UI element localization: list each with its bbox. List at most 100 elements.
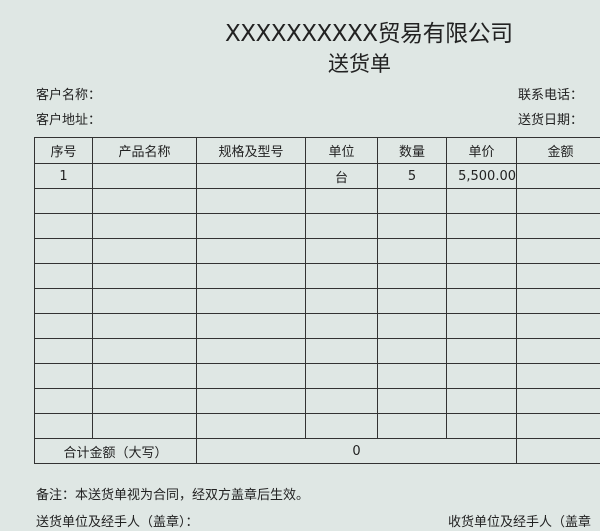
table-cell[interactable] <box>34 413 93 439</box>
table-row <box>34 363 600 389</box>
table-cell[interactable] <box>196 188 306 214</box>
customer-address-label: 客户地址： <box>36 113 102 128</box>
table-cell[interactable] <box>92 388 197 414</box>
table-cell[interactable] <box>34 188 93 214</box>
table-cell[interactable] <box>196 163 306 189</box>
table-cell[interactable] <box>516 338 600 364</box>
table-cell[interactable] <box>92 413 197 439</box>
table-cell[interactable] <box>305 338 378 364</box>
table-cell[interactable]: 台 <box>305 163 378 189</box>
table-cell[interactable] <box>92 163 197 189</box>
table-cell[interactable] <box>377 413 447 439</box>
table-cell[interactable] <box>516 363 600 389</box>
table-cell[interactable] <box>446 363 517 389</box>
table-cell[interactable] <box>305 313 378 339</box>
table-row: 1 台 5 5,500.00 <box>34 163 600 189</box>
table-cell[interactable] <box>196 288 306 314</box>
table-cell[interactable] <box>196 413 306 439</box>
table-cell[interactable] <box>34 288 93 314</box>
table-row <box>34 338 600 364</box>
customer-name-label: 客户名称： <box>36 88 102 103</box>
table-cell[interactable]: 5,500.00 <box>446 163 517 189</box>
table-cell[interactable] <box>34 238 93 264</box>
table-cell[interactable] <box>92 238 197 264</box>
table-cell[interactable] <box>92 263 197 289</box>
table-cell[interactable] <box>305 413 378 439</box>
table-cell[interactable] <box>377 388 447 414</box>
table-cell[interactable] <box>305 363 378 389</box>
table-cell[interactable] <box>92 313 197 339</box>
table-cell[interactable] <box>516 288 600 314</box>
table-cell[interactable] <box>516 388 600 414</box>
table-cell[interactable] <box>196 213 306 239</box>
table-cell[interactable] <box>34 363 93 389</box>
table-cell[interactable] <box>446 388 517 414</box>
table-header-row: 序号 产品名称 规格及型号 单位 数量 单价 金额 <box>34 137 600 164</box>
table-cell[interactable] <box>516 238 600 264</box>
table-cell[interactable]: 5 <box>377 163 447 189</box>
table-cell[interactable] <box>34 388 93 414</box>
column-header: 金额 <box>516 137 600 164</box>
table-cell[interactable] <box>34 338 93 364</box>
table-cell[interactable] <box>377 313 447 339</box>
table-cell[interactable] <box>446 338 517 364</box>
table-cell[interactable] <box>516 163 600 189</box>
table-cell[interactable] <box>446 263 517 289</box>
table-cell[interactable] <box>305 188 378 214</box>
table-cell[interactable] <box>377 213 447 239</box>
total-value[interactable]: 0 <box>196 438 517 464</box>
table-cell[interactable] <box>34 213 93 239</box>
table-cell[interactable] <box>377 188 447 214</box>
table-cell[interactable] <box>446 188 517 214</box>
table-row <box>34 213 600 239</box>
table-cell[interactable] <box>377 363 447 389</box>
table-cell[interactable] <box>196 363 306 389</box>
table-row <box>34 288 600 314</box>
table-cell[interactable] <box>446 413 517 439</box>
table-cell[interactable] <box>446 213 517 239</box>
table-cell[interactable] <box>516 263 600 289</box>
table-cell[interactable] <box>305 213 378 239</box>
total-amount[interactable] <box>516 438 600 464</box>
table-cell[interactable] <box>377 238 447 264</box>
table-cell[interactable] <box>34 263 93 289</box>
column-header: 单位 <box>305 137 378 164</box>
company-name: XXXXXXXXXX贸易有限公司 <box>225 21 513 47</box>
table-cell[interactable] <box>516 313 600 339</box>
table-cell[interactable] <box>516 213 600 239</box>
table-row <box>34 238 600 264</box>
table-cell[interactable] <box>92 338 197 364</box>
table-cell[interactable] <box>196 238 306 264</box>
table-cell[interactable] <box>446 313 517 339</box>
table-cell[interactable] <box>92 363 197 389</box>
table-cell[interactable] <box>305 263 378 289</box>
receiver-signature-label: 收货单位及经手人（盖章 <box>448 515 592 530</box>
table-cell[interactable] <box>196 338 306 364</box>
delivery-date-label: 送货日期： <box>518 113 584 128</box>
table-cell[interactable] <box>516 413 600 439</box>
table-cell[interactable] <box>92 188 197 214</box>
table-cell[interactable] <box>377 338 447 364</box>
table-cell[interactable] <box>34 313 93 339</box>
column-header: 规格及型号 <box>196 137 306 164</box>
table-row <box>34 313 600 339</box>
table-cell[interactable] <box>516 188 600 214</box>
table-cell[interactable] <box>305 238 378 264</box>
table-cell[interactable] <box>377 288 447 314</box>
table-cell[interactable] <box>196 388 306 414</box>
table-cell[interactable]: 1 <box>34 163 93 189</box>
table-cell[interactable] <box>92 288 197 314</box>
table-cell[interactable] <box>92 213 197 239</box>
table-row <box>34 388 600 414</box>
table-cell[interactable] <box>446 238 517 264</box>
table-cell[interactable] <box>196 313 306 339</box>
table-cell[interactable] <box>305 388 378 414</box>
table-row <box>34 413 600 439</box>
table-cell[interactable] <box>305 288 378 314</box>
table-cell[interactable] <box>196 263 306 289</box>
table-cell[interactable] <box>377 263 447 289</box>
column-header: 单价 <box>446 137 517 164</box>
table-cell[interactable] <box>446 288 517 314</box>
document-title: 送货单 <box>328 52 391 76</box>
table-row <box>34 263 600 289</box>
